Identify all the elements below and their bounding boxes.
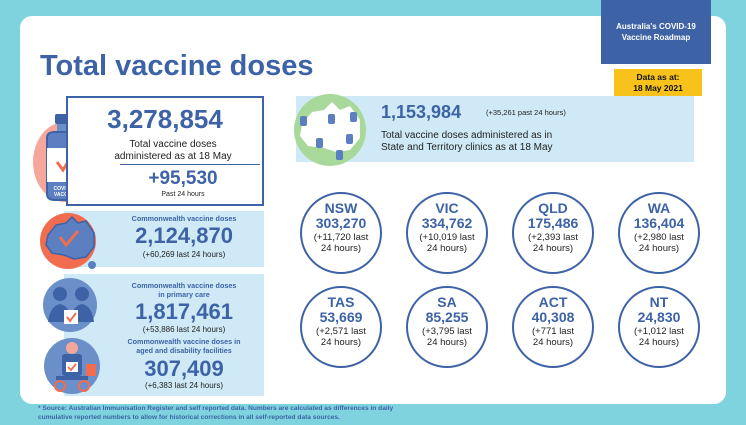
- vial-label-line2: VACCINE: [54, 192, 77, 198]
- primary-care-label-line1: Commonwealth vaccine doses: [131, 281, 237, 290]
- primary-care-label-line2: in primary care: [158, 290, 210, 299]
- state-card-qld: QLD 175,486 (+2,393 last 24 hours): [512, 192, 594, 274]
- state-value: 24,830: [637, 309, 681, 325]
- date-label: Data as at:: [636, 71, 680, 82]
- page-title: Total vaccine doses: [40, 50, 314, 82]
- australia-map-icon: [40, 213, 96, 269]
- state-card-wa: WA 136,404 (+2,980 last 24 hours): [618, 192, 700, 274]
- aged-care-label-line2: aged and disability facilities: [136, 346, 232, 355]
- primary-care-panel: Commonwealth vaccine doses in primary ca…: [38, 274, 264, 396]
- state-value: 175,486: [527, 215, 579, 231]
- footnote: * Source: Australian Immunisation Regist…: [38, 404, 558, 422]
- total-doses-panel: 3,278,854 Total vaccine doses administer…: [66, 96, 264, 206]
- roadmap-badge: Australia's COVID-19 Vaccine Roadmap: [601, 0, 711, 64]
- state-change: (+2,980 last 24 hours): [634, 232, 684, 254]
- commonwealth-panel-bg: [64, 211, 264, 267]
- primary-care-change: (+53,886 last 24 hours): [142, 325, 226, 334]
- total-doses-change: +95,530: [148, 168, 218, 189]
- state-code: NSW: [324, 200, 358, 216]
- commonwealth-panel: Commonwealth vaccine doses 2,124,870 (+6…: [38, 211, 264, 269]
- state-code: SA: [437, 294, 457, 310]
- total-doses-value: 3,278,854: [107, 104, 223, 134]
- state-code: WA: [647, 200, 671, 216]
- aged-care-icon: [44, 338, 100, 394]
- state-card-vic: VIC 334,762 (+10,019 last 24 hours): [406, 192, 488, 274]
- footnote-line1: * Source: Australian Immunisation Regist…: [38, 405, 394, 412]
- date-value: 18 May 2021: [633, 82, 683, 93]
- state-change: (+771 last 24 hours): [532, 326, 574, 348]
- state-change: (+2,393 last 24 hours): [528, 232, 578, 254]
- state-code: QLD: [538, 200, 568, 216]
- clinics-map-icon: [294, 94, 366, 166]
- state-value: 85,255: [425, 309, 469, 325]
- state-clinics-desc-line2: State and Territory clinics as at 18 May: [381, 142, 553, 153]
- primary-care-value: 1,817,461: [135, 299, 233, 324]
- state-value: 40,308: [531, 309, 575, 325]
- primary-care-label: Commonwealth vaccine doses in primary ca…: [104, 281, 264, 299]
- state-value: 334,762: [421, 215, 473, 231]
- total-doses-desc-line2: administered as at 18 May: [114, 151, 232, 162]
- state-code: NT: [649, 294, 669, 310]
- roadmap-line1: Australia's COVID-19: [616, 22, 696, 31]
- state-clinics-change: (+35,261 past 24 hours): [486, 108, 566, 117]
- commonwealth-change: (+60,269 last 24 hours): [142, 250, 226, 259]
- state-card-act: ACT 40,308 (+771 last 24 hours): [512, 286, 594, 368]
- doctor-patient-icon: [43, 278, 97, 332]
- state-value: 53,669: [319, 309, 363, 325]
- roadmap-line2: Vaccine Roadmap: [621, 33, 691, 42]
- state-change: (+3,795 last 24 hours): [422, 326, 472, 348]
- state-card-nt: NT 24,830 (+1,012 last 24 hours): [618, 286, 700, 368]
- aged-care-value: 307,409: [144, 356, 224, 381]
- state-card-sa: SA 85,255 (+3,795 last 24 hours): [406, 286, 488, 368]
- total-doses-desc-line1: Total vaccine doses: [129, 139, 217, 150]
- state-clinics-desc-line1: Total vaccine doses administered as in: [381, 130, 553, 141]
- vial-label-line1: COVID-19: [53, 186, 76, 192]
- state-change: (+11,720 last 24 hours): [313, 232, 369, 254]
- total-doses-desc: Total vaccine doses administered as at 1…: [88, 139, 258, 163]
- state-card-nsw: NSW 303,270 (+11,720 last 24 hours): [300, 192, 382, 274]
- state-code: VIC: [435, 200, 459, 216]
- commonwealth-label: Commonwealth vaccine doses: [131, 214, 237, 223]
- divider: [120, 164, 260, 165]
- aged-care-change: (+6,383 last 24 hours): [144, 381, 224, 390]
- state-value: 303,270: [315, 215, 367, 231]
- state-value: 136,404: [633, 215, 685, 231]
- footnote-line2: cumulative reported numbers to allow for…: [38, 414, 340, 421]
- state-change: (+10,019 last 24 hours): [419, 232, 475, 254]
- state-clinics-desc: Total vaccine doses administered as in S…: [381, 130, 601, 154]
- state-clinics-value: 1,153,984: [381, 102, 462, 122]
- state-code: TAS: [327, 294, 355, 310]
- total-doses-change-label: Past 24 hours: [161, 191, 205, 198]
- commonwealth-value: 2,124,870: [135, 223, 233, 248]
- state-change: (+1,012 last 24 hours): [634, 326, 684, 348]
- date-badge: Data as at: 18 May 2021: [614, 69, 702, 96]
- state-card-tas: TAS 53,669 (+2,571 last 24 hours): [300, 286, 382, 368]
- aged-care-label-line1: Commonwealth vaccine doses in: [127, 337, 241, 346]
- state-code: ACT: [538, 294, 568, 310]
- aged-care-label: Commonwealth vaccine doses in aged and d…: [104, 337, 264, 355]
- state-change: (+2,571 last 24 hours): [316, 326, 366, 348]
